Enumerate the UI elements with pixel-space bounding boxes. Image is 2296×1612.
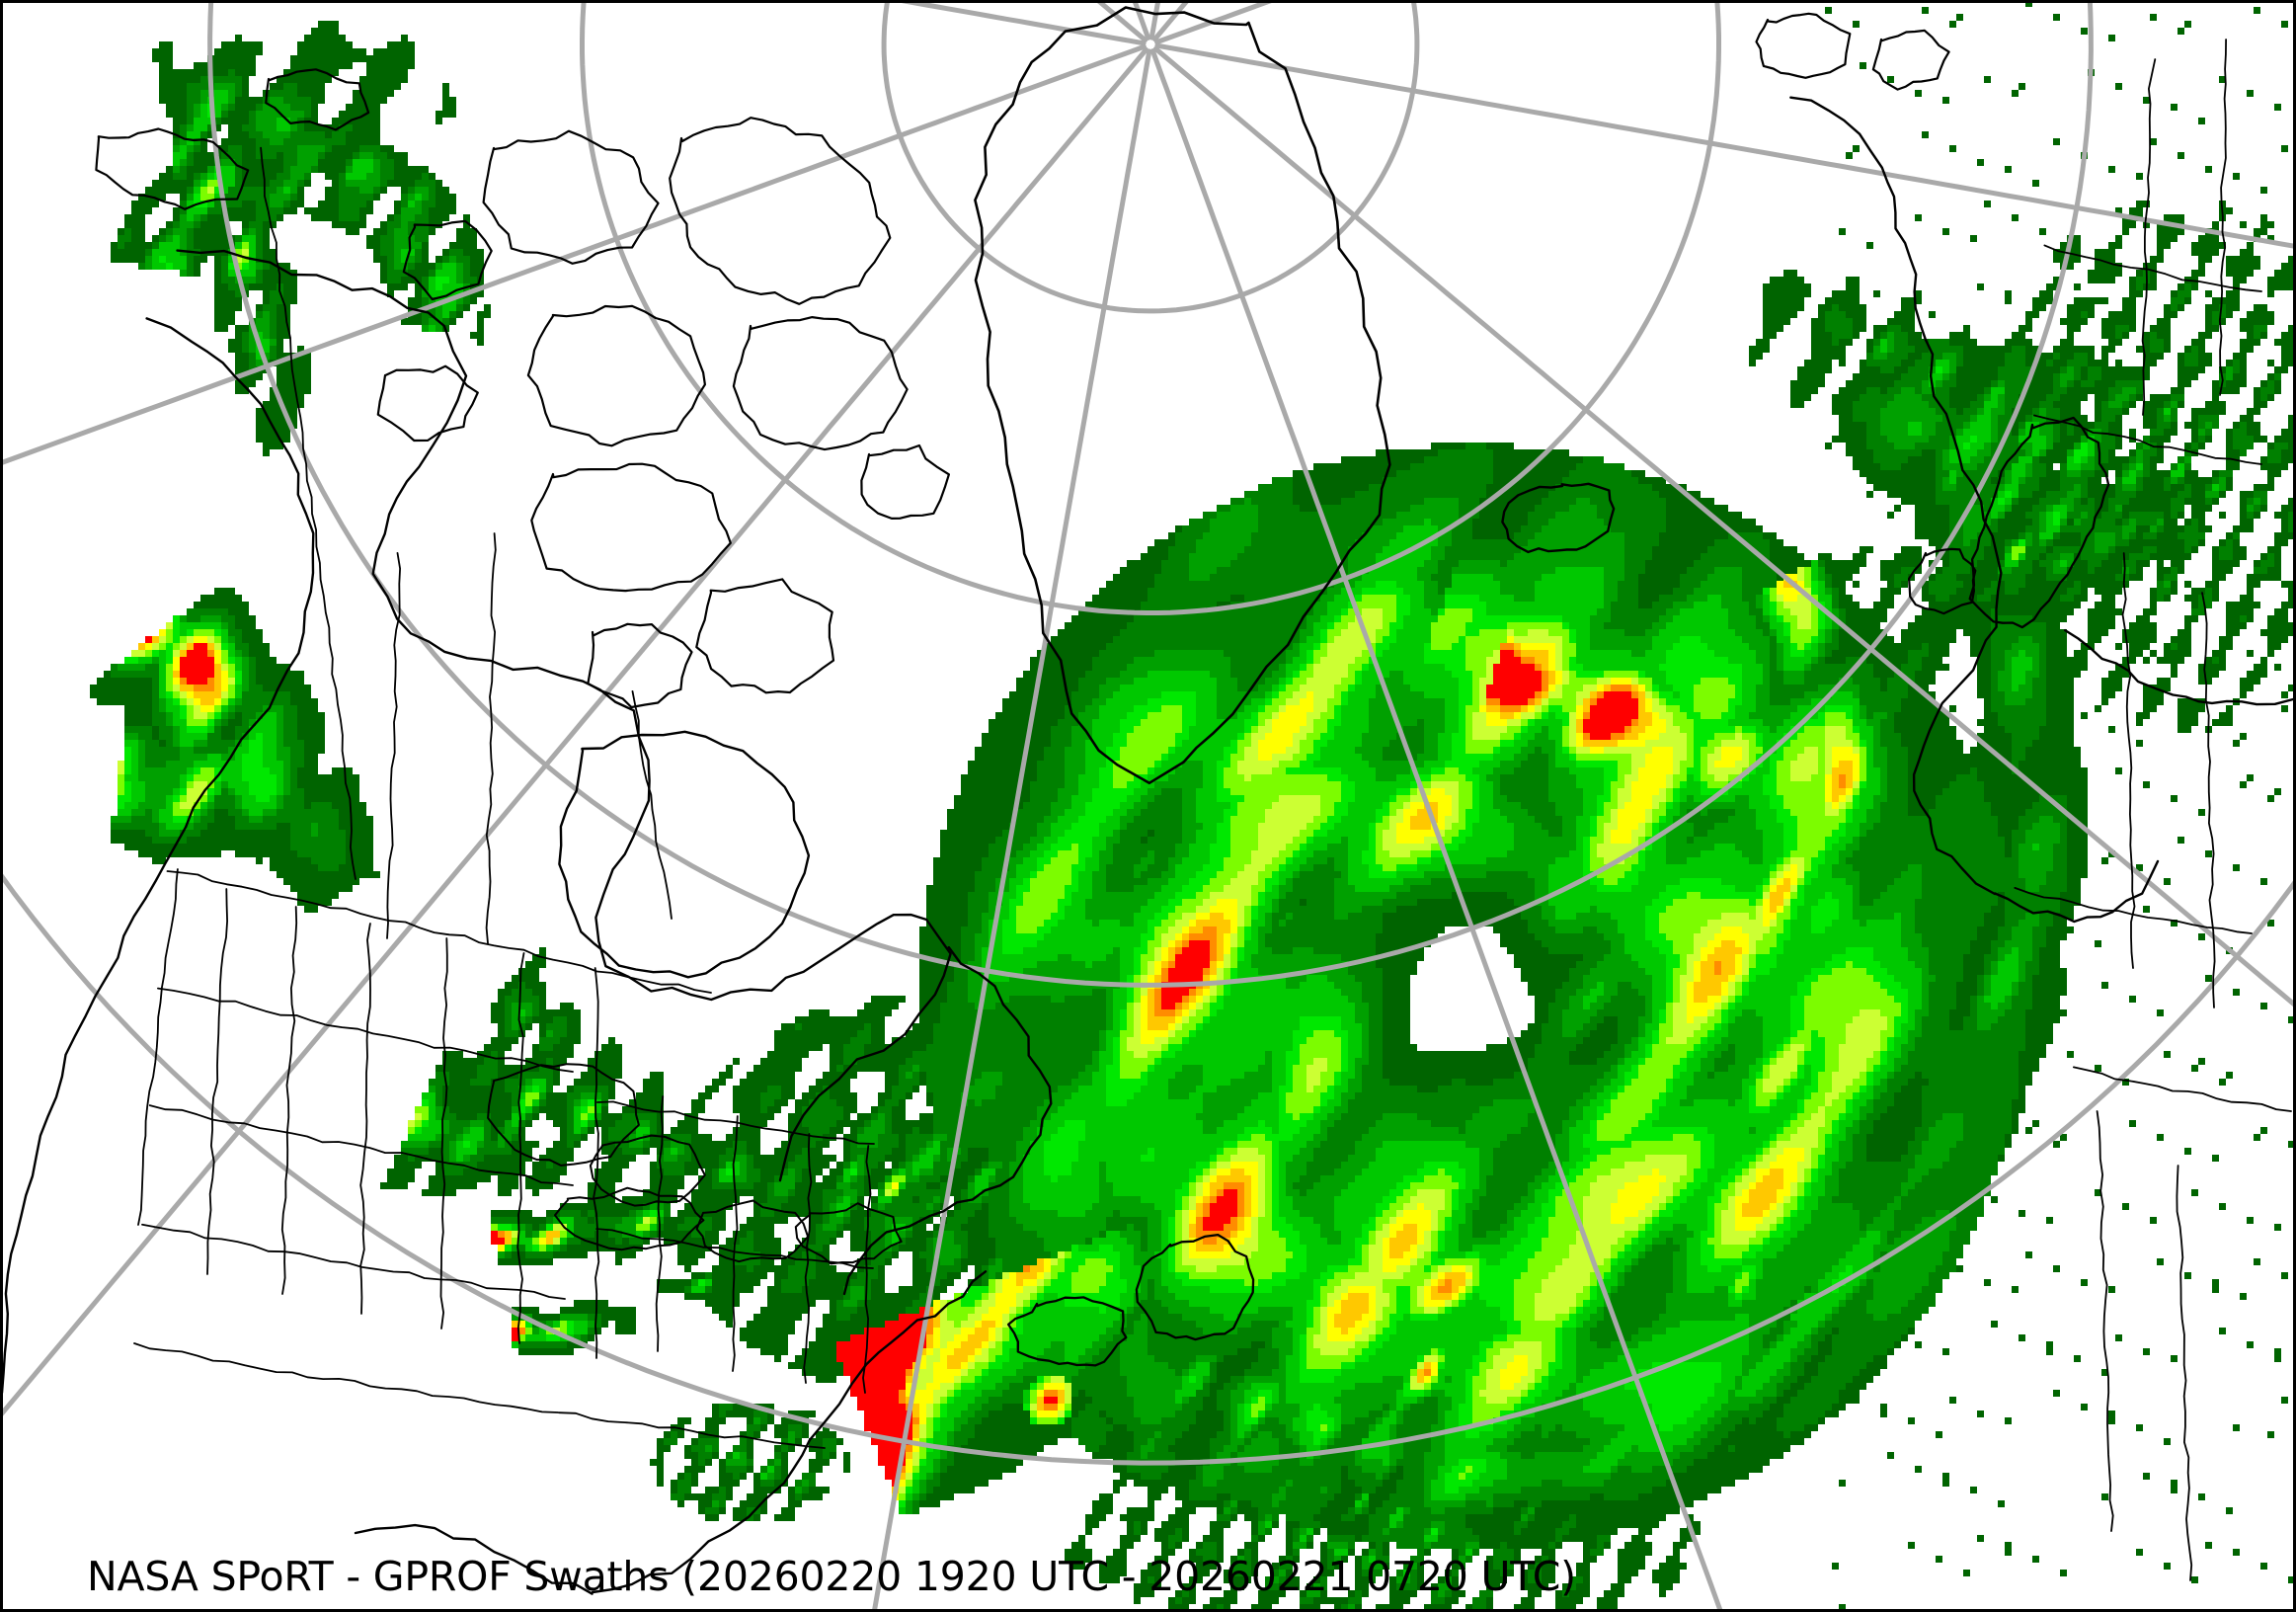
map-caption: NASA SPoRT - GPROF Swaths (20260220 1920… xyxy=(87,1553,1576,1600)
